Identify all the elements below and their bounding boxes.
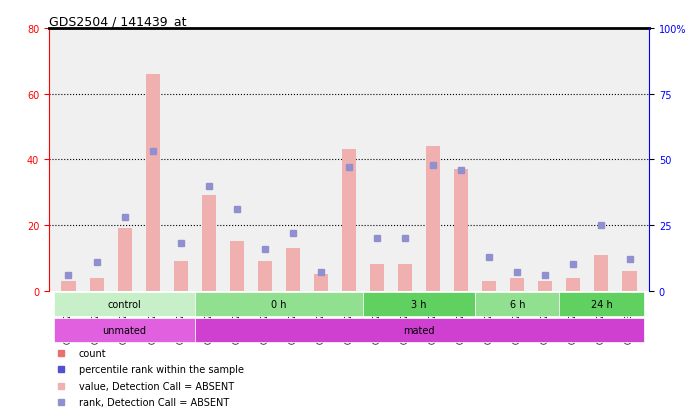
Bar (174, 261, 188, 291)
Bar (370, 265, 384, 291)
Text: value, Detection Call = ABSENT: value, Detection Call = ABSENT (79, 381, 234, 391)
Bar (454, 170, 468, 291)
Text: 0 h: 0 h (271, 299, 287, 309)
Text: percentile rank within the sample: percentile rank within the sample (79, 365, 244, 375)
Bar (342, 150, 356, 291)
Text: rank, Detection Call = ABSENT: rank, Detection Call = ABSENT (79, 397, 229, 407)
Text: mated: mated (403, 325, 435, 335)
Bar (398, 265, 412, 291)
Text: GDS2504 / 141439_at: GDS2504 / 141439_at (49, 15, 186, 28)
Bar (286, 248, 300, 291)
Bar (482, 281, 496, 291)
Bar (258, 261, 272, 291)
Bar (510, 278, 524, 291)
Bar (566, 278, 581, 291)
Text: unmated: unmated (103, 325, 147, 335)
Bar (146, 75, 160, 291)
FancyBboxPatch shape (54, 292, 195, 316)
Bar (89, 278, 103, 291)
Text: control: control (107, 299, 142, 309)
FancyBboxPatch shape (195, 318, 644, 342)
Bar (595, 255, 609, 291)
FancyBboxPatch shape (559, 292, 644, 316)
Text: 6 h: 6 h (510, 299, 525, 309)
FancyBboxPatch shape (475, 292, 559, 316)
Bar (314, 275, 328, 291)
Text: 24 h: 24 h (591, 299, 612, 309)
FancyBboxPatch shape (363, 292, 475, 316)
Bar (61, 281, 75, 291)
Bar (623, 271, 637, 291)
Bar (202, 196, 216, 291)
Bar (538, 281, 552, 291)
Text: 3 h: 3 h (411, 299, 427, 309)
Bar (117, 229, 132, 291)
FancyBboxPatch shape (54, 318, 195, 342)
Bar (426, 147, 440, 291)
Text: count: count (79, 348, 107, 358)
FancyBboxPatch shape (195, 292, 363, 316)
Bar (230, 242, 244, 291)
